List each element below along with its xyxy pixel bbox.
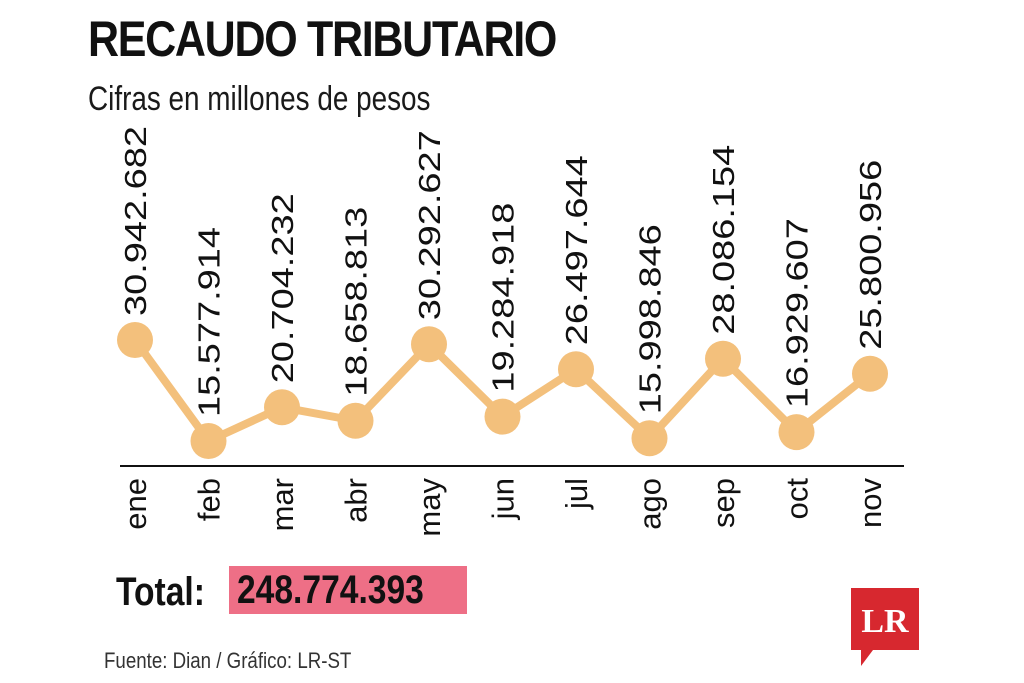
- data-point-feb: [190, 423, 227, 459]
- data-point-nov: [852, 355, 888, 392]
- total-label: Total:: [116, 570, 205, 614]
- data-label-ago: 15.998.846: [633, 224, 668, 414]
- x-tick-label-ago: ago: [633, 478, 668, 530]
- data-label-nov: 25.800.956: [853, 160, 888, 350]
- x-tick-label-feb: feb: [192, 478, 227, 521]
- data-label-oct: 16.929.607: [780, 218, 815, 408]
- data-label-jul: 26.497.644: [559, 155, 594, 345]
- data-label-abr: 18.658.813: [339, 207, 374, 397]
- x-tick-label-abr: abr: [339, 478, 374, 523]
- source-credit: Fuente: Dian / Gráfico: LR-ST: [104, 648, 352, 673]
- data-point-oct: [778, 414, 815, 451]
- data-label-jun: 19.284.918: [486, 203, 521, 393]
- x-tick-label-nov: nov: [853, 478, 888, 528]
- data-point-jun: [484, 398, 521, 435]
- x-tick-label-oct: oct: [780, 478, 815, 520]
- data-point-jul: [558, 351, 594, 388]
- data-point-mar: [264, 389, 300, 426]
- svg-text:LR: LR: [861, 603, 909, 640]
- lr-logo: LR: [851, 588, 919, 670]
- page-title: RECAUDO TRIBUTARIO: [88, 11, 557, 67]
- data-label-ene: 30.942.682: [118, 126, 153, 316]
- data-label-sep: 28.086.154: [706, 145, 741, 335]
- data-point-sep: [705, 340, 741, 377]
- total-value: 248.774.393: [229, 566, 468, 614]
- x-tick-label-jun: jun: [486, 478, 521, 520]
- x-tick-label-sep: sep: [706, 478, 741, 528]
- data-point-ago: [631, 420, 668, 457]
- page-subtitle: Cifras en millones de pesos: [88, 80, 431, 118]
- x-tick-label-ene: ene: [118, 478, 153, 530]
- data-point-abr: [337, 402, 374, 439]
- data-label-mar: 20.704.232: [265, 193, 300, 383]
- data-label-may: 30.292.627: [412, 130, 447, 320]
- x-tick-label-mar: mar: [265, 478, 300, 531]
- data-label-feb: 15.577.914: [192, 227, 227, 417]
- x-tick-label-jul: jul: [559, 478, 594, 510]
- data-point-may: [411, 326, 447, 363]
- x-tick-label-may: may: [412, 478, 447, 537]
- data-point-ene: [117, 322, 153, 358]
